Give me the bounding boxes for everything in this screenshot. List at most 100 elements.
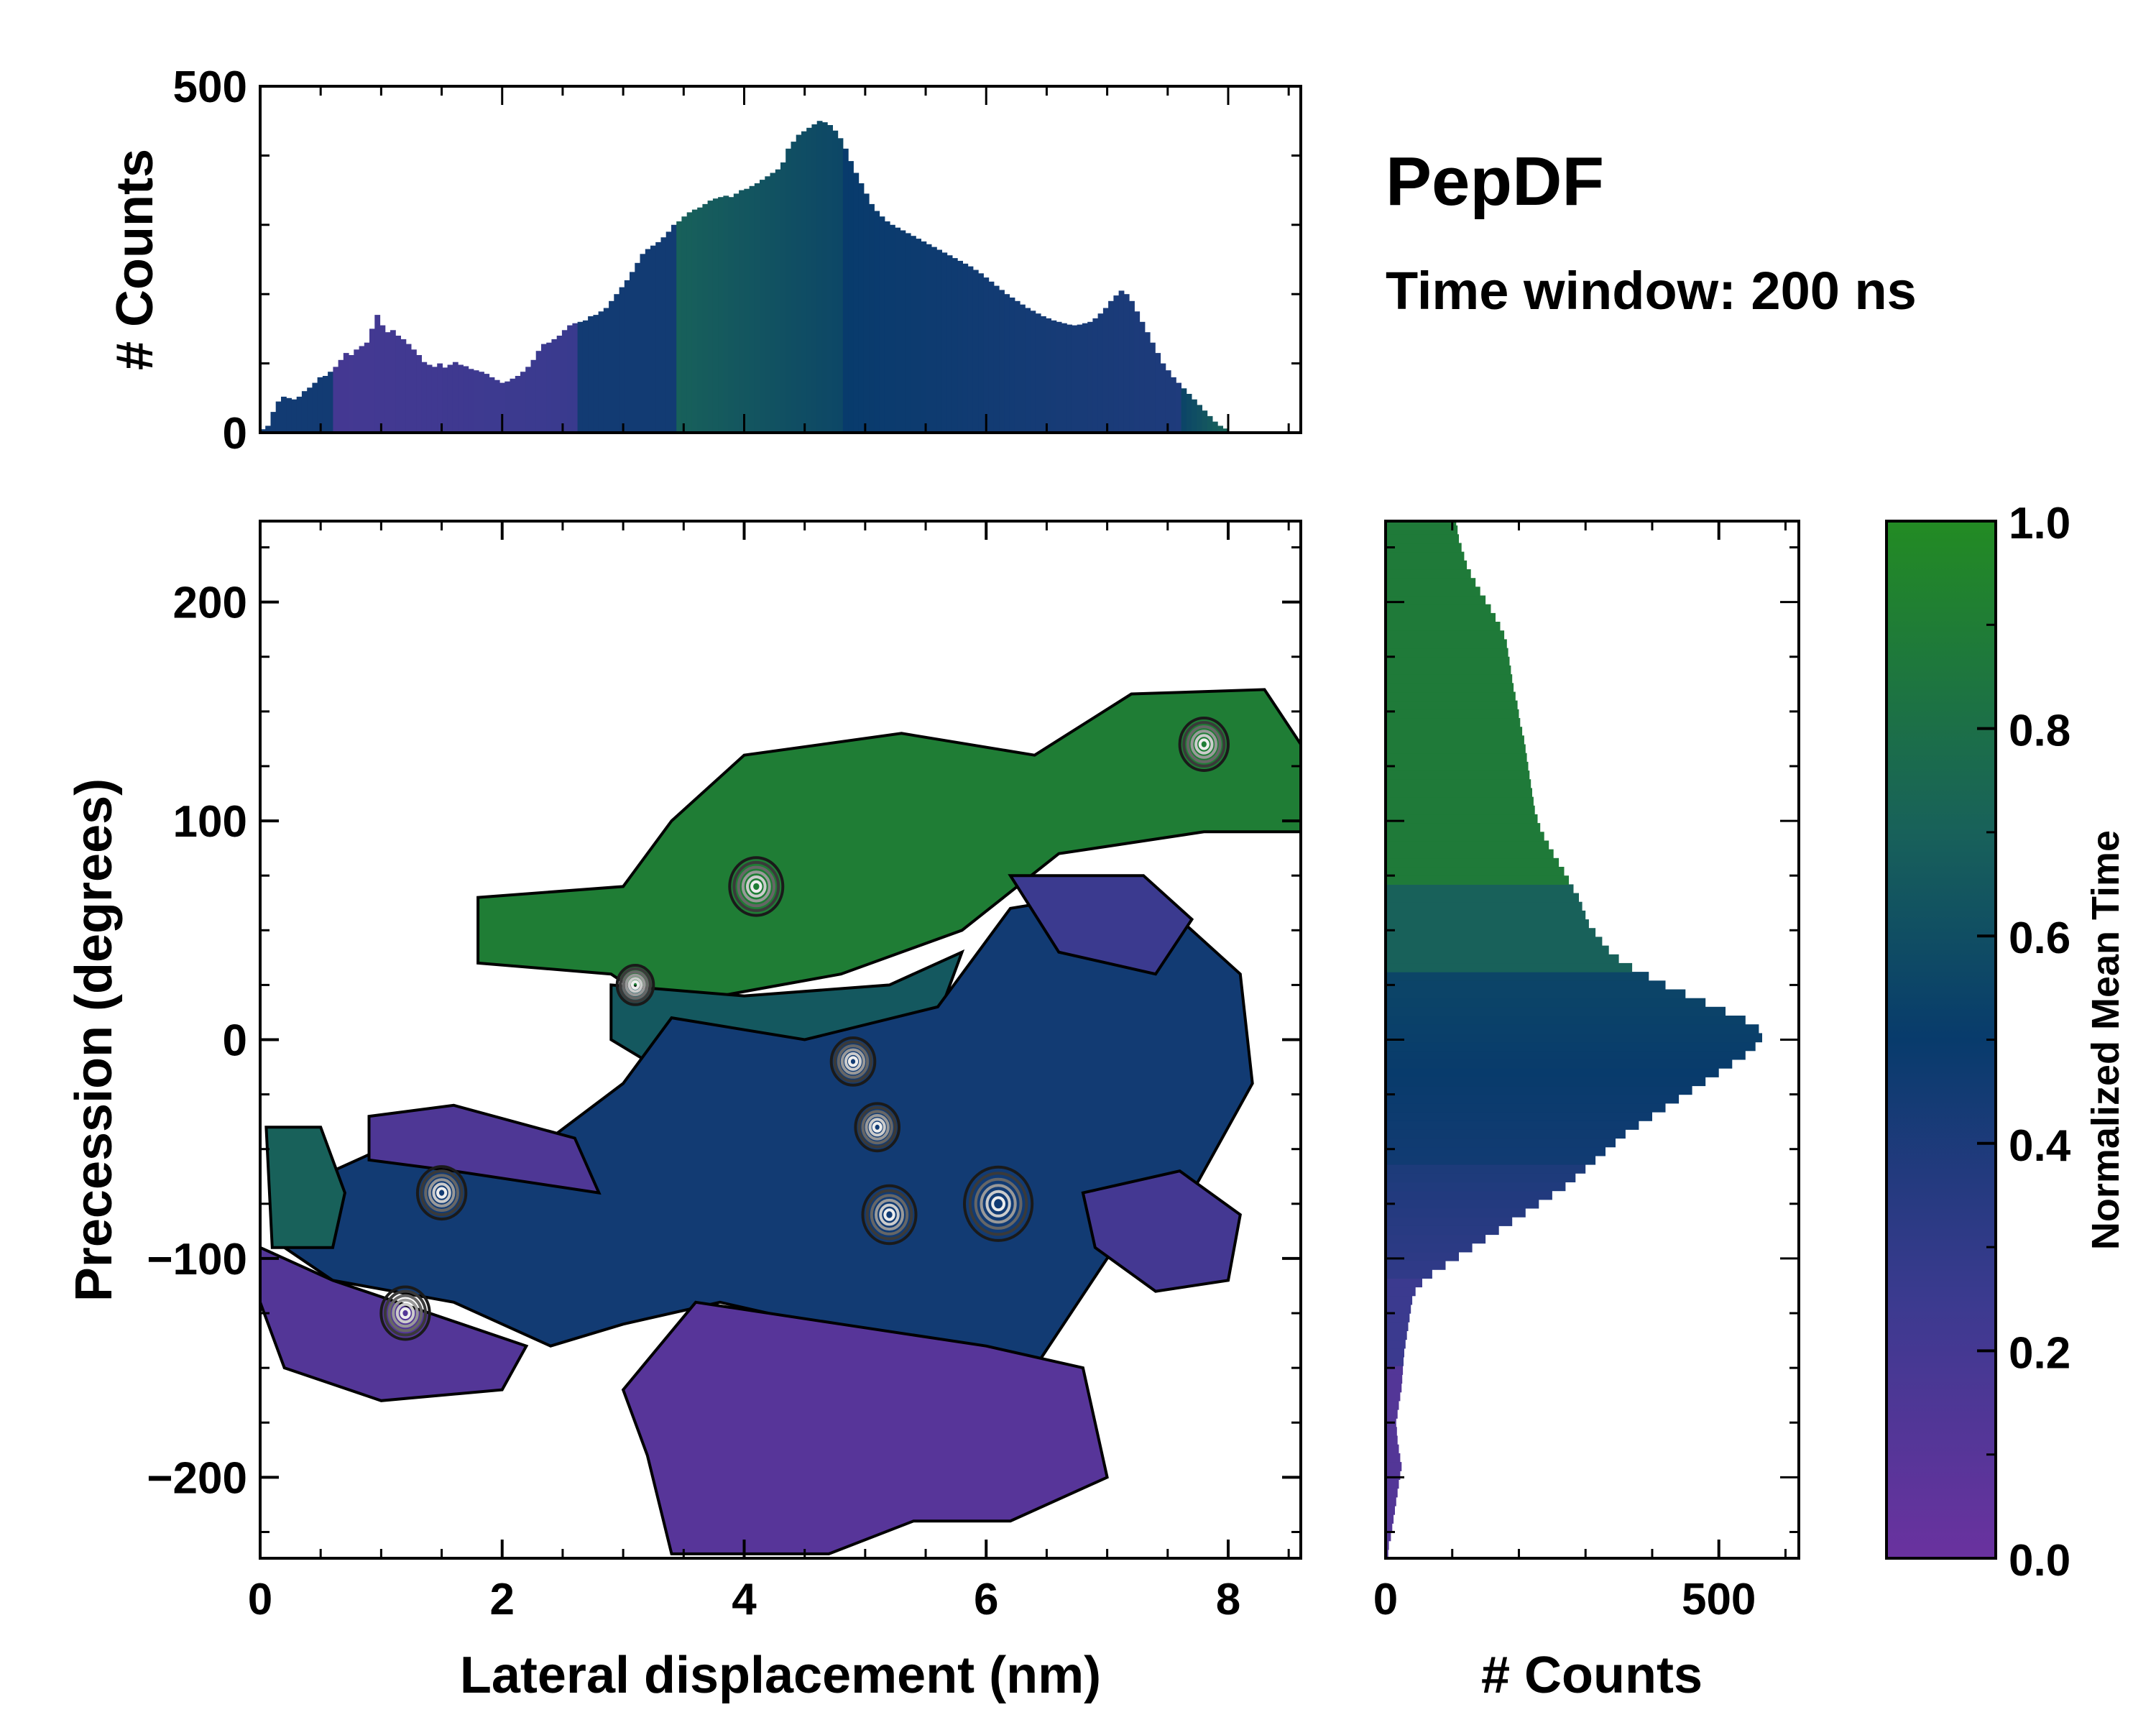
contour-peak-1-ring-4 — [868, 1118, 886, 1137]
chart-title: PepDF — [1386, 143, 1604, 220]
contour-peak-0-ring-3 — [741, 870, 771, 903]
top-histogram-bar — [816, 121, 823, 433]
top-histogram-bar — [1129, 300, 1135, 433]
top-histogram-bar — [1197, 405, 1202, 433]
right-histogram-bar — [1386, 500, 1455, 509]
right-histogram-bar — [1386, 735, 1524, 745]
top-histogram-bar — [582, 320, 589, 433]
top-histogram-bar — [765, 176, 771, 433]
right-histogram-bar — [1386, 324, 1389, 334]
right-histogram-bar — [1386, 368, 1418, 377]
top-histogram-bar — [842, 148, 849, 433]
top-histogram-bar — [801, 131, 807, 433]
top-histogram-bar — [530, 359, 537, 433]
right-histogram-bar — [1386, 832, 1544, 842]
right-histogram-bar — [1386, 1453, 1401, 1463]
top-histogram-bar — [993, 285, 1000, 433]
right-histogram-bar — [1386, 1322, 1409, 1331]
top-histogram-bar — [1155, 353, 1161, 433]
right-histogram-bar — [1386, 1208, 1526, 1218]
right-histogram-bar — [1386, 823, 1541, 832]
top-histogram-bar — [286, 397, 292, 433]
top-histogram-bar — [400, 339, 407, 433]
top-histogram-bar — [369, 328, 375, 433]
top-histogram-bar — [1030, 310, 1036, 433]
top-histogram-bar — [733, 193, 740, 433]
contour-peak-5-ring-0 — [379, 1285, 431, 1341]
right-histogram-bar — [1386, 910, 1586, 920]
heatmap-region-teal-left-patch — [264, 1126, 346, 1249]
right-histogram-bar — [1386, 456, 1447, 465]
top-histogram-bar — [572, 323, 579, 433]
right-histogram-bar — [1386, 674, 1513, 684]
main-xtick-label-0: 0 — [248, 1575, 272, 1624]
top-histogram-bar — [588, 316, 594, 433]
contour-peak-6-ring-5 — [1198, 738, 1210, 750]
right-histogram-bar — [1386, 639, 1507, 649]
right-histogram-bar — [1386, 718, 1521, 727]
top-histogram-bar — [863, 193, 870, 433]
right-histogram-bar — [1386, 709, 1519, 719]
right-histogram-bar — [1386, 1199, 1539, 1209]
top-histogram-bar — [884, 221, 890, 433]
main-xtick-label-2: 2 — [490, 1575, 515, 1624]
right-histogram-bar — [1386, 1374, 1403, 1384]
right-histogram-bar — [1386, 1103, 1666, 1113]
right-histogram-bar — [1386, 1462, 1402, 1471]
top-histogram-bar — [983, 277, 990, 433]
right-histogram-frame — [1384, 520, 1800, 1560]
right-histogram-bars — [1386, 324, 1762, 1558]
top-histogram-bar — [1035, 313, 1041, 433]
right-histogram-bar — [1386, 1287, 1416, 1297]
contour-peak-0-ring-2 — [737, 865, 776, 908]
top-histogram-bar — [1139, 321, 1146, 433]
right-histogram-bar — [1386, 980, 1666, 990]
contour-peak-3-ring-3 — [980, 1184, 1017, 1224]
top-histogram-bar — [676, 221, 682, 433]
top-histogram-bar — [364, 342, 370, 433]
top-histogram-bar — [1150, 342, 1156, 433]
heatmap-region-purple-lower — [621, 1300, 1109, 1555]
right-histogram-bar — [1386, 543, 1462, 553]
top-histogram-bar — [635, 262, 641, 433]
right-histogram-bar — [1386, 1269, 1432, 1279]
top-histogram-bar — [671, 224, 677, 433]
main-ytick-label--100: −100 — [147, 1235, 247, 1284]
right-histogram-bar — [1386, 525, 1458, 535]
top-histogram-bar — [1207, 415, 1213, 433]
right-histogram-bar — [1386, 429, 1439, 438]
contour-peak-5-ring-4 — [395, 1302, 415, 1324]
right-histogram-bar — [1386, 1050, 1746, 1060]
heatmap-region-purple-upper-left — [367, 1103, 602, 1195]
right-histogram-bar — [1386, 578, 1476, 587]
right-histogram-bar — [1386, 1444, 1399, 1454]
top-histogram-bar — [630, 272, 635, 433]
right-histogram-bar — [1386, 1514, 1394, 1524]
main-ytick-label-0: 0 — [223, 1016, 247, 1066]
top-histogram-bar — [1144, 332, 1151, 433]
top-histogram-bar — [723, 196, 729, 433]
top-histogram-bar — [786, 148, 791, 433]
right-histogram-bar — [1386, 351, 1406, 360]
top-histogram-bar — [988, 281, 995, 433]
right-histogram-bar — [1386, 508, 1455, 518]
right-histogram-bar — [1386, 622, 1501, 631]
top-histogram-bar — [926, 244, 932, 433]
right-histogram-bar — [1386, 1356, 1404, 1366]
right-histogram-bar — [1386, 1278, 1422, 1288]
contour-peak-5-ring-5 — [400, 1307, 411, 1320]
top-histogram-bar — [1192, 399, 1197, 433]
right-histogram-bar — [1386, 1041, 1756, 1052]
top-histogram-bar — [379, 325, 386, 433]
right-histogram-bar — [1386, 412, 1434, 421]
right-histogram-bar — [1386, 1146, 1606, 1156]
top-histogram-bar — [728, 197, 734, 433]
heatmap-regions — [260, 688, 1301, 1555]
contour-peak-8-ring-1 — [619, 967, 652, 1003]
top-histogram-bar — [1051, 320, 1057, 433]
top-histogram-bar — [577, 321, 584, 433]
right-histogram-bar — [1386, 727, 1523, 736]
top-histogram-bar — [1134, 311, 1141, 433]
top-histogram-bar — [426, 364, 433, 433]
contour-peak-2-ring-2 — [870, 1194, 909, 1236]
